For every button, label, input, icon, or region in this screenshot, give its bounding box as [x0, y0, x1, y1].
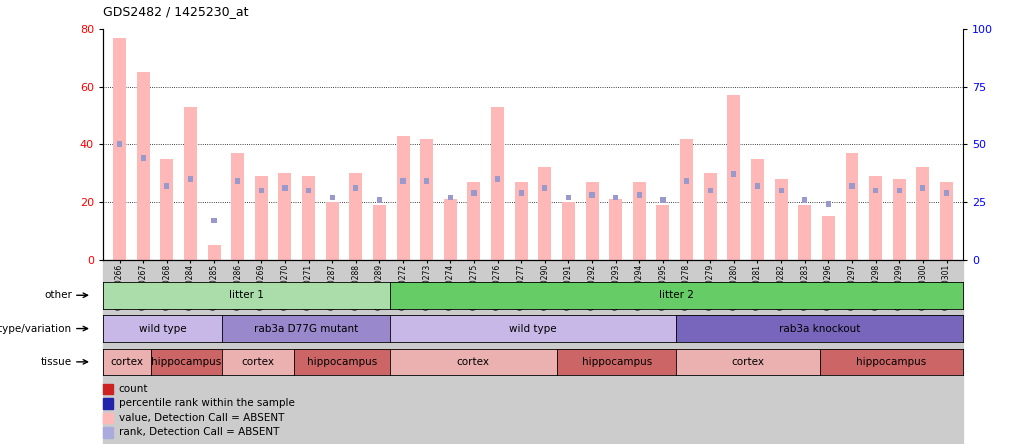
Bar: [850, 183, 855, 189]
Text: cortex: cortex: [731, 357, 764, 367]
Bar: [208, 245, 220, 260]
Text: rank, Detection Call = ABSENT: rank, Detection Call = ABSENT: [118, 427, 279, 437]
Bar: [637, 192, 642, 198]
Bar: [940, 182, 953, 260]
Bar: [420, 139, 434, 260]
Bar: [103, 427, 113, 437]
Text: genotype/variation: genotype/variation: [0, 324, 72, 333]
Bar: [727, 95, 741, 260]
Text: litter 2: litter 2: [659, 290, 694, 300]
Bar: [330, 194, 335, 200]
Bar: [211, 218, 216, 223]
Text: other: other: [44, 290, 72, 300]
Bar: [164, 183, 169, 189]
Text: count: count: [118, 384, 148, 394]
Bar: [943, 190, 949, 196]
Bar: [869, 176, 882, 260]
Bar: [103, 260, 963, 444]
Bar: [542, 185, 547, 191]
Text: hippocampus: hippocampus: [856, 357, 927, 367]
Text: tissue: tissue: [41, 357, 72, 367]
Bar: [539, 167, 551, 260]
Bar: [235, 178, 240, 184]
Bar: [731, 171, 736, 177]
Bar: [278, 173, 291, 260]
Text: wild type: wild type: [509, 324, 557, 333]
Bar: [495, 176, 501, 182]
Bar: [897, 188, 902, 194]
Text: cortex: cortex: [110, 357, 143, 367]
Bar: [254, 176, 268, 260]
Bar: [609, 199, 622, 260]
Bar: [231, 153, 244, 260]
Bar: [349, 173, 363, 260]
Bar: [325, 202, 339, 260]
Bar: [826, 202, 831, 207]
Bar: [424, 178, 430, 184]
Bar: [161, 159, 173, 260]
Bar: [660, 197, 665, 202]
Bar: [103, 413, 113, 423]
Bar: [565, 194, 571, 200]
Bar: [515, 182, 527, 260]
Bar: [822, 217, 835, 260]
Text: cortex: cortex: [242, 357, 275, 367]
Bar: [306, 188, 311, 194]
Bar: [589, 192, 594, 198]
Text: wild type: wild type: [139, 324, 186, 333]
Text: rab3a D77G mutant: rab3a D77G mutant: [254, 324, 358, 333]
Bar: [103, 398, 113, 408]
Bar: [468, 182, 480, 260]
Bar: [353, 185, 358, 191]
Bar: [779, 188, 784, 194]
Text: value, Detection Call = ABSENT: value, Detection Call = ABSENT: [118, 413, 284, 423]
Bar: [751, 159, 764, 260]
Bar: [893, 179, 905, 260]
Bar: [184, 107, 197, 260]
Text: cortex: cortex: [456, 357, 490, 367]
Bar: [873, 188, 879, 194]
Text: rab3a knockout: rab3a knockout: [779, 324, 860, 333]
Bar: [377, 197, 382, 202]
Bar: [448, 194, 453, 200]
Text: GDS2482 / 1425230_at: GDS2482 / 1425230_at: [103, 5, 248, 18]
Text: hippocampus: hippocampus: [582, 357, 652, 367]
Bar: [373, 205, 386, 260]
Bar: [656, 205, 670, 260]
Bar: [302, 176, 315, 260]
Bar: [401, 178, 406, 184]
Bar: [117, 141, 123, 147]
Bar: [140, 155, 146, 161]
Bar: [917, 167, 929, 260]
Bar: [472, 190, 477, 196]
Bar: [703, 173, 717, 260]
Bar: [680, 139, 693, 260]
Bar: [282, 185, 287, 191]
Text: percentile rank within the sample: percentile rank within the sample: [118, 398, 295, 408]
Bar: [562, 202, 575, 260]
Bar: [103, 384, 113, 394]
Bar: [684, 178, 689, 184]
Bar: [519, 190, 524, 196]
Bar: [397, 136, 410, 260]
Bar: [586, 182, 598, 260]
Bar: [491, 107, 504, 260]
Bar: [113, 38, 126, 260]
Bar: [613, 194, 618, 200]
Bar: [137, 72, 149, 260]
Bar: [259, 188, 264, 194]
Bar: [920, 185, 926, 191]
Text: litter 1: litter 1: [229, 290, 264, 300]
Text: hippocampus: hippocampus: [151, 357, 221, 367]
Bar: [846, 153, 858, 260]
Bar: [632, 182, 646, 260]
Text: hippocampus: hippocampus: [307, 357, 377, 367]
Bar: [775, 179, 788, 260]
Bar: [708, 188, 713, 194]
Bar: [755, 183, 760, 189]
Bar: [802, 197, 808, 202]
Bar: [444, 199, 457, 260]
Bar: [798, 205, 812, 260]
Bar: [187, 176, 193, 182]
